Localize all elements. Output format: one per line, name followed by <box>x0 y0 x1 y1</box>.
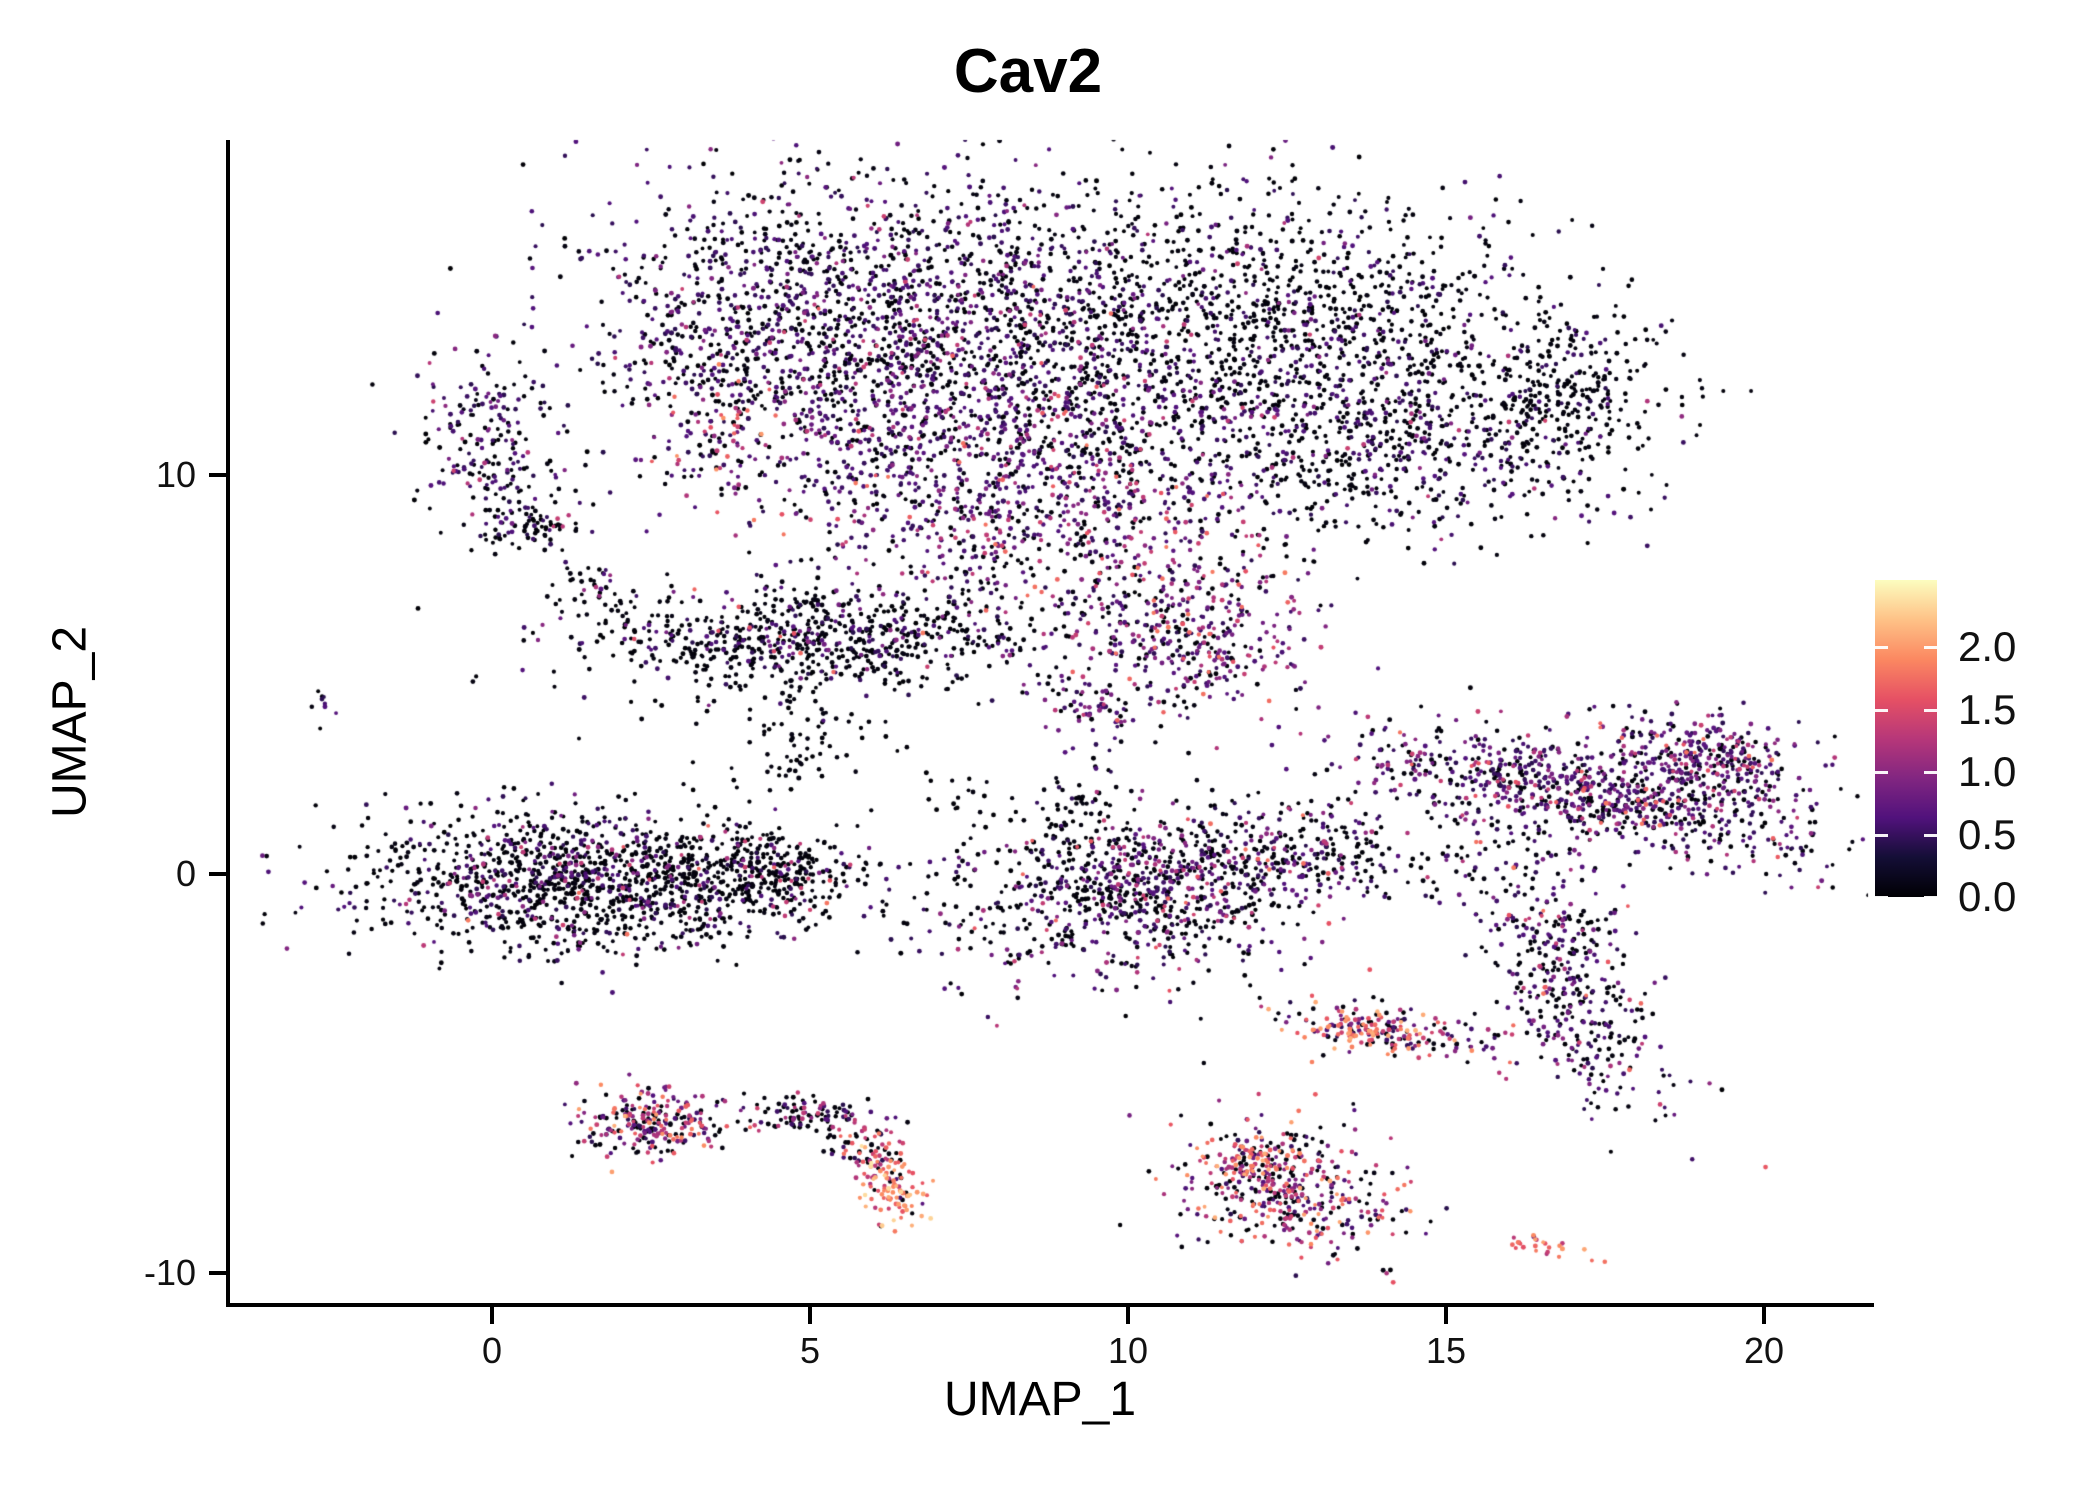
y-tick-mark <box>209 473 226 477</box>
colorbar-tick-label: 2.0 <box>1958 623 2017 671</box>
x-tick-mark <box>490 1307 494 1324</box>
y-axis-title: UMAP_2 <box>43 625 97 819</box>
x-tick-label: 20 <box>1743 1330 1785 1371</box>
colorbar-tick-label: 0.5 <box>1958 810 2017 858</box>
colorbar-tick-mark <box>1924 708 1937 712</box>
y-tick-mark <box>209 872 226 876</box>
colorbar-tick-label: 0.0 <box>1958 873 2017 920</box>
y-tick-label: -10 <box>143 1252 196 1293</box>
y-tick-label: 10 <box>155 454 196 495</box>
x-tick-label: 5 <box>799 1330 821 1371</box>
colorbar-tick-label: 1.5 <box>1958 685 2017 733</box>
x-tick-label: 15 <box>1425 1330 1467 1371</box>
x-tick-mark <box>1444 1307 1448 1324</box>
colorbar-tick-mark <box>1924 646 1937 650</box>
colorbar-tick-mark <box>1875 646 1888 650</box>
chart-title: Cav2 <box>953 37 1103 106</box>
colorbar-tick-mark <box>1875 833 1888 837</box>
x-axis-line <box>226 1303 1874 1307</box>
x-tick-label: 10 <box>1107 1330 1149 1371</box>
colorbar-tick-mark <box>1875 771 1888 775</box>
colorbar-tick-mark <box>1924 896 1937 899</box>
colorbar-tick-mark <box>1924 771 1937 775</box>
colorbar-tick-mark <box>1924 833 1937 837</box>
x-tick-mark <box>1126 1307 1130 1324</box>
x-tick-mark <box>808 1307 812 1324</box>
x-tick-label: 0 <box>481 1330 503 1371</box>
x-axis-title: UMAP_1 <box>943 1373 1137 1426</box>
x-tick-mark <box>1762 1307 1766 1324</box>
colorbar-tick-mark <box>1875 708 1888 712</box>
y-axis-line <box>226 140 230 1307</box>
y-tick-mark <box>209 1271 226 1275</box>
expression-colorbar <box>1875 580 1937 897</box>
y-tick-label: 0 <box>175 853 196 894</box>
colorbar-tick-mark <box>1875 896 1888 899</box>
colorbar-tick-label: 1.0 <box>1958 748 2017 796</box>
